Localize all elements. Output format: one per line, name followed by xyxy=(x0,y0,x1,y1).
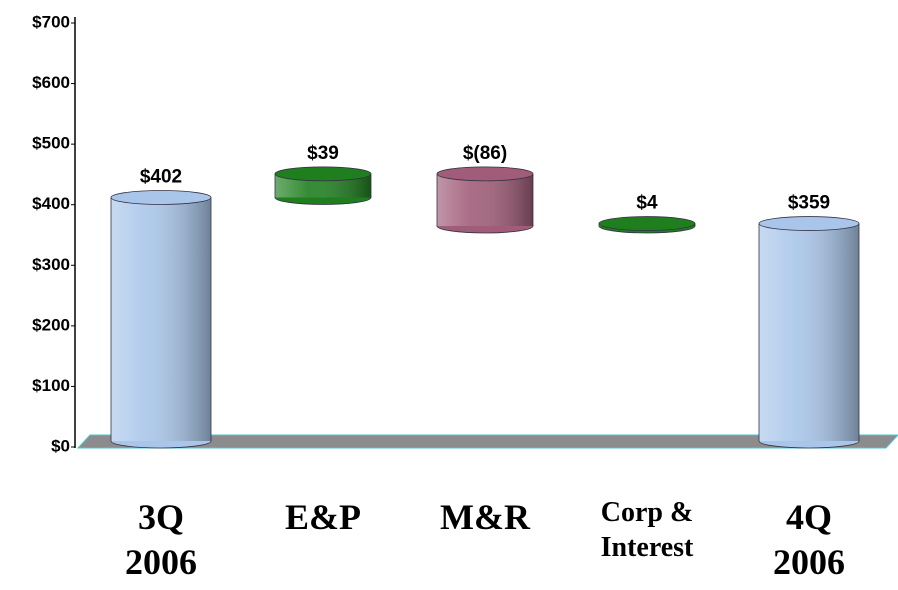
bar-top xyxy=(274,166,372,182)
x-tick-label: 4Q 2006 xyxy=(773,497,845,582)
y-tick-label: $300 xyxy=(32,255,70,274)
bar-shade xyxy=(111,197,211,441)
value-label: $4 xyxy=(636,193,658,214)
y-tick-label: $200 xyxy=(32,315,70,334)
y-tick-label: $100 xyxy=(32,376,70,395)
value-label: $(86) xyxy=(463,143,507,164)
value-label: $402 xyxy=(140,167,182,188)
y-tick-label: $0 xyxy=(51,436,70,455)
y-tick-label: $500 xyxy=(32,134,70,153)
x-tick-label: M&R xyxy=(440,497,530,537)
x-tick-label: 3Q 2006 xyxy=(125,497,197,582)
bar-top xyxy=(758,216,860,231)
bar-shade xyxy=(759,223,859,441)
bar-top xyxy=(598,216,696,231)
bar-top xyxy=(110,190,212,205)
y-tick-label: $400 xyxy=(32,194,70,213)
x-tick-label: E&P xyxy=(285,497,361,537)
x-tick-label: Corp & Interest xyxy=(600,497,694,563)
y-tick-label: $600 xyxy=(32,73,70,92)
bar-shade xyxy=(437,173,533,226)
bar-top xyxy=(436,166,534,182)
value-label: $359 xyxy=(788,193,830,214)
floor xyxy=(76,434,898,449)
value-label: $39 xyxy=(307,143,339,164)
y-tick-label: $700 xyxy=(32,12,70,31)
